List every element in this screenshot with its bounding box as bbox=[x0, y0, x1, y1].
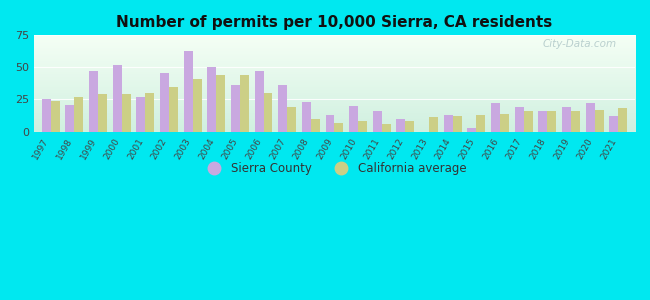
Bar bbox=[382, 124, 391, 131]
Bar bbox=[169, 87, 178, 131]
Bar bbox=[524, 111, 533, 131]
Legend: Sierra County, California average: Sierra County, California average bbox=[198, 157, 471, 179]
Bar bbox=[335, 123, 343, 131]
Bar bbox=[311, 119, 320, 131]
Bar bbox=[255, 71, 263, 131]
Bar bbox=[74, 97, 83, 131]
Bar bbox=[373, 111, 382, 131]
Bar bbox=[515, 107, 524, 131]
Bar bbox=[231, 85, 240, 131]
Bar bbox=[547, 111, 556, 131]
Bar bbox=[571, 111, 580, 131]
Bar bbox=[500, 114, 509, 131]
Bar bbox=[278, 85, 287, 131]
Bar bbox=[586, 103, 595, 131]
Bar bbox=[302, 102, 311, 131]
Bar bbox=[467, 128, 476, 131]
Bar bbox=[263, 93, 272, 131]
Bar bbox=[476, 115, 486, 131]
Bar bbox=[136, 97, 145, 131]
Bar bbox=[287, 107, 296, 131]
Bar bbox=[453, 116, 461, 131]
Bar bbox=[349, 106, 358, 131]
Bar bbox=[98, 94, 107, 131]
Bar bbox=[216, 75, 225, 131]
Bar bbox=[429, 117, 438, 131]
Bar bbox=[183, 51, 192, 131]
Bar bbox=[396, 119, 406, 131]
Title: Number of permits per 10,000 Sierra, CA residents: Number of permits per 10,000 Sierra, CA … bbox=[116, 15, 552, 30]
Text: City-Data.com: City-Data.com bbox=[543, 39, 617, 49]
Bar bbox=[42, 100, 51, 131]
Bar bbox=[240, 75, 249, 131]
Bar bbox=[192, 79, 202, 131]
Bar bbox=[51, 101, 60, 131]
Bar bbox=[562, 107, 571, 131]
Bar bbox=[358, 121, 367, 131]
Bar bbox=[406, 121, 415, 131]
Bar bbox=[207, 68, 216, 131]
Bar bbox=[610, 116, 618, 131]
Bar bbox=[618, 109, 627, 131]
Bar bbox=[326, 115, 335, 131]
Bar bbox=[491, 103, 500, 131]
Bar bbox=[145, 93, 154, 131]
Bar bbox=[160, 73, 169, 131]
Bar bbox=[538, 111, 547, 131]
Bar bbox=[65, 105, 74, 131]
Bar bbox=[112, 65, 122, 131]
Bar bbox=[89, 71, 98, 131]
Bar bbox=[122, 94, 131, 131]
Bar bbox=[595, 110, 604, 131]
Bar bbox=[444, 115, 453, 131]
